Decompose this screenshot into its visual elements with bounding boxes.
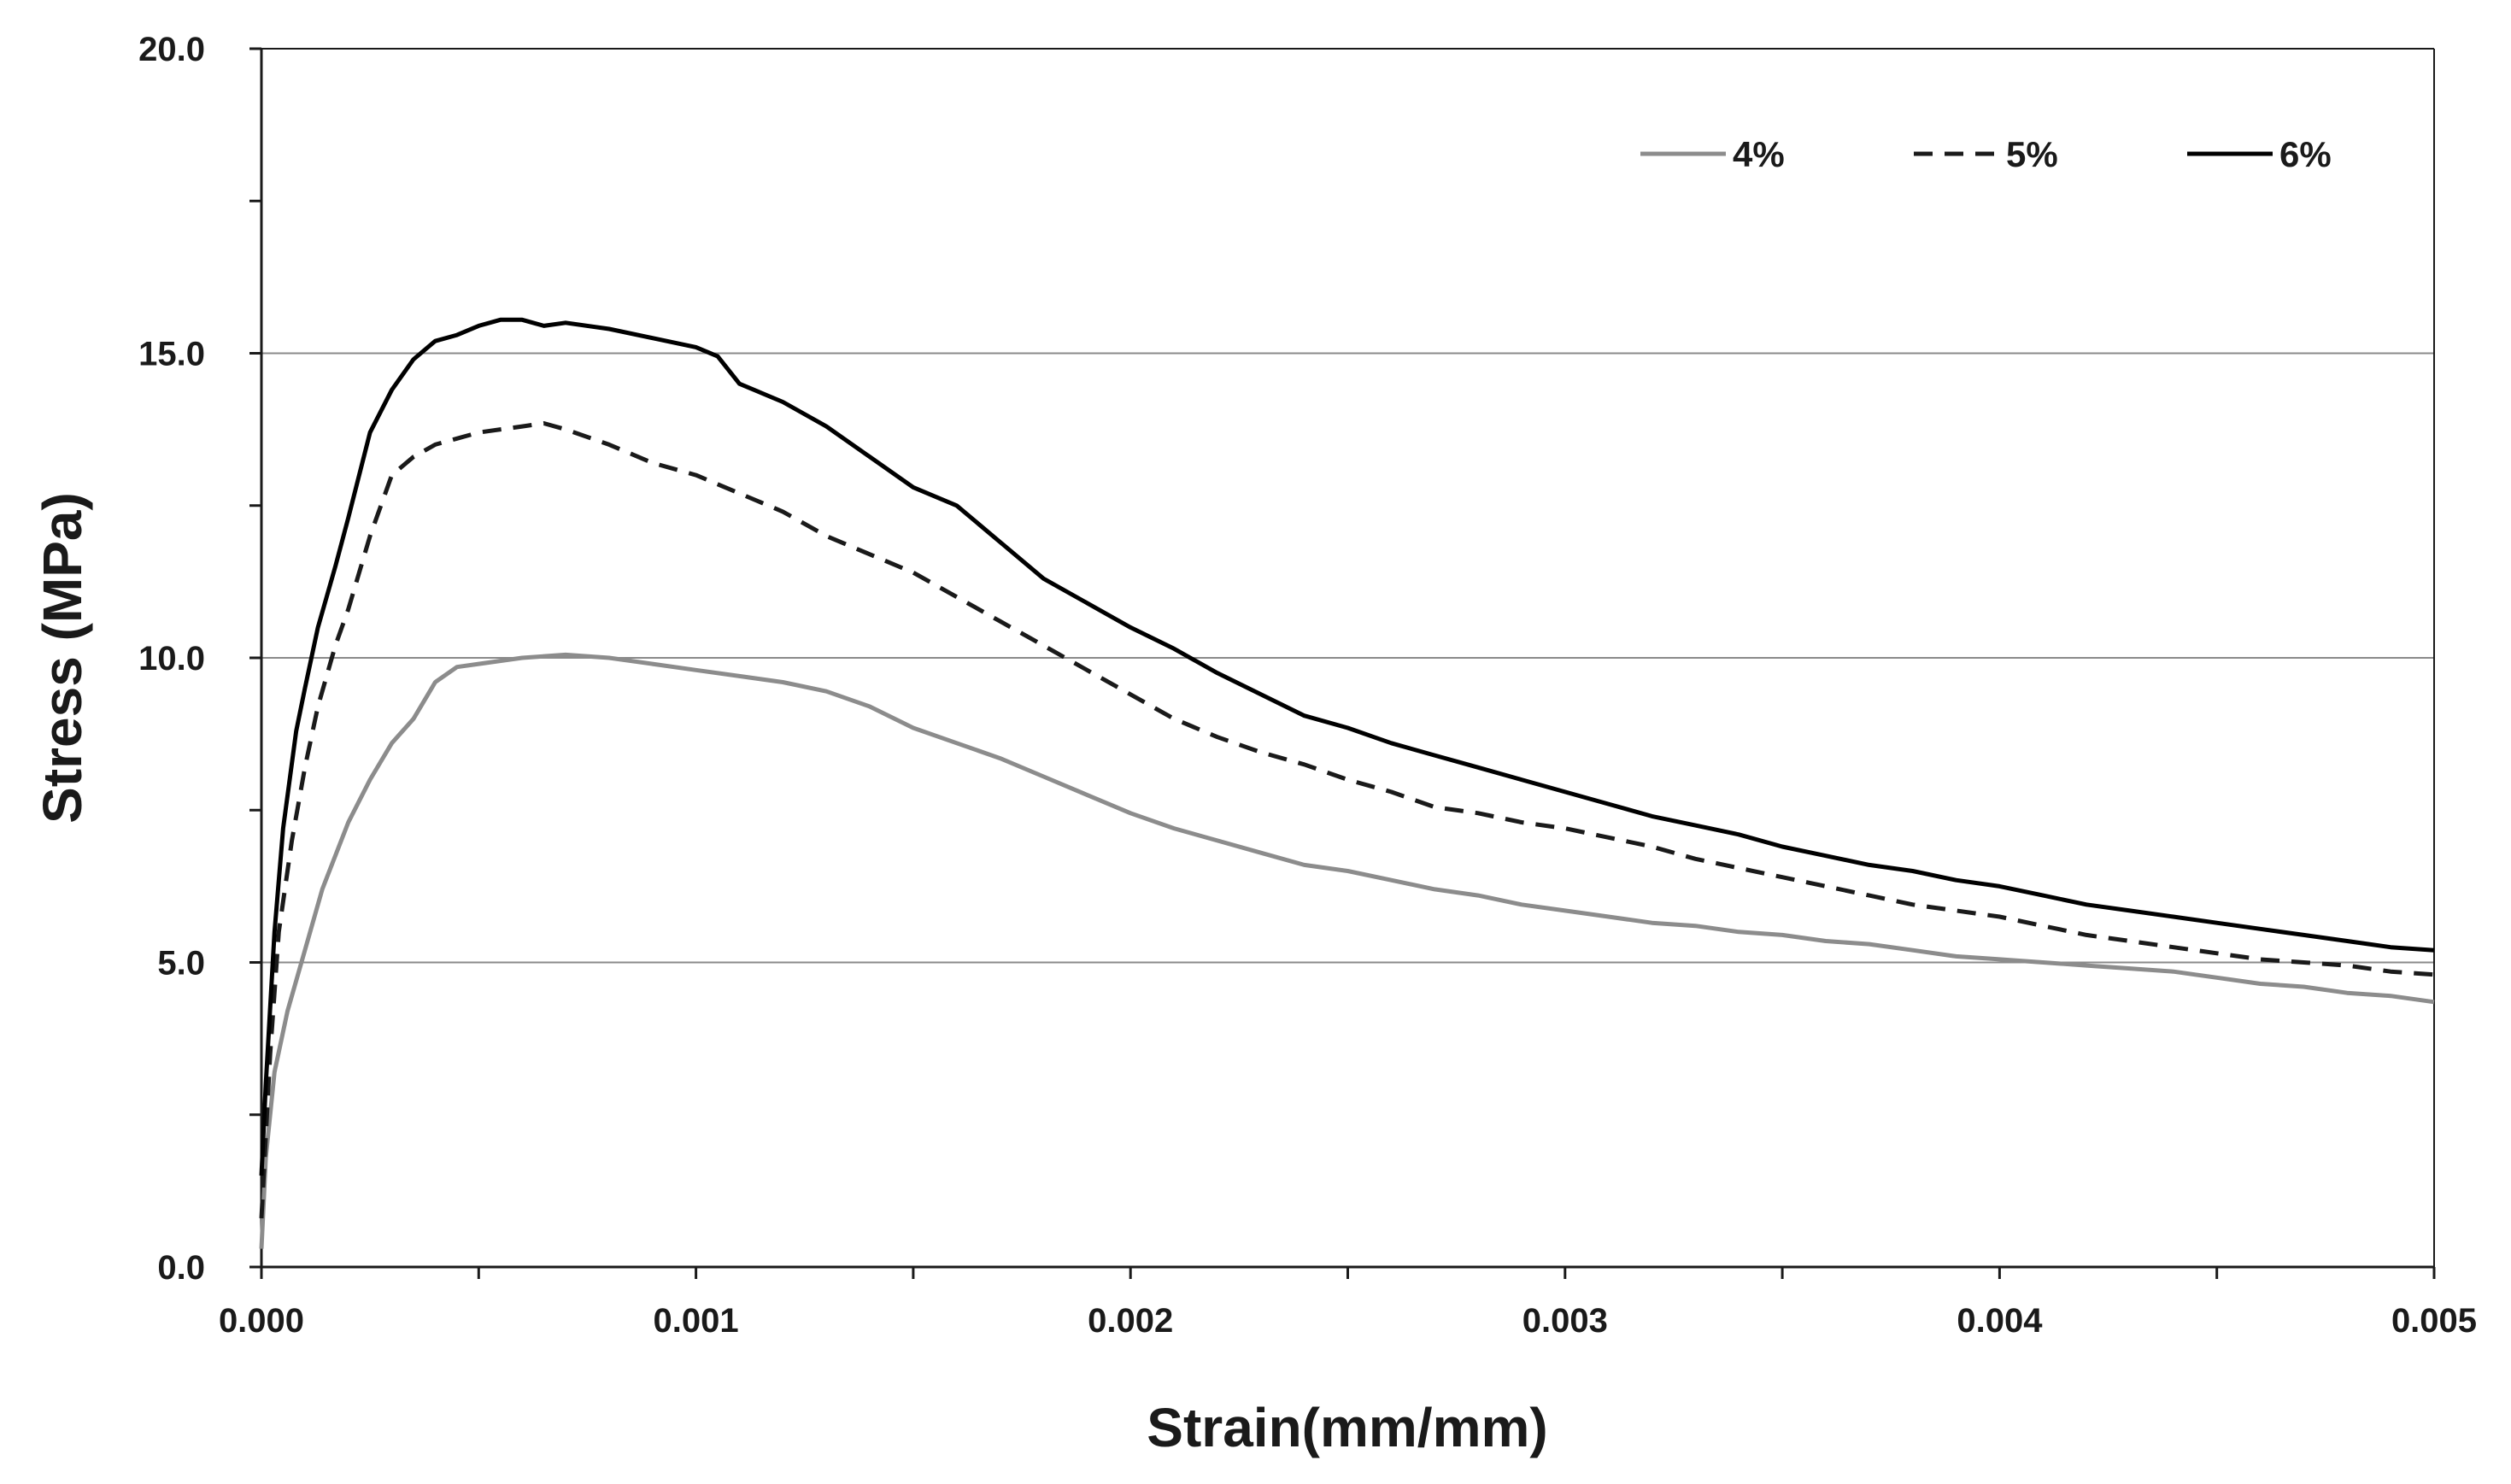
- data-series: [259, 317, 2435, 1249]
- x-axis-title: Strain(mm/mm): [1147, 1397, 1547, 1458]
- y-tick-label: 10.0: [138, 640, 205, 677]
- y-axis-ticks: 0.0 5.0 10.0 15.0 20.0: [138, 31, 261, 1287]
- x-axis-ticks: 0.000 0.001 0.002 0.003 0.004 0.005: [219, 1267, 2477, 1340]
- x-tick-label: 0.000: [219, 1302, 304, 1340]
- legend-label-4pct: 4%: [1733, 134, 1785, 174]
- series-line-5pct: [259, 421, 2435, 1219]
- legend-label-6pct: 6%: [2279, 134, 2332, 174]
- legend-label-5pct: 5%: [2006, 134, 2058, 174]
- series-line-6pct: [259, 317, 2435, 1176]
- y-axis-title: Stress (MPa): [32, 492, 93, 824]
- legend: 4% 5% 6%: [1640, 134, 2332, 174]
- x-tick-label: 0.003: [1522, 1302, 1608, 1340]
- y-tick-label: 0.0: [157, 1249, 205, 1287]
- y-tick-label: 5.0: [157, 945, 205, 982]
- x-tick-label: 0.002: [1088, 1302, 1173, 1340]
- x-tick-label: 0.005: [2391, 1302, 2477, 1340]
- y-tick-label: 15.0: [138, 336, 205, 373]
- x-tick-label: 0.001: [654, 1302, 739, 1340]
- y-tick-label: 20.0: [138, 31, 205, 68]
- x-tick-label: 0.004: [1957, 1302, 2043, 1340]
- series-line-4pct: [259, 652, 2435, 1249]
